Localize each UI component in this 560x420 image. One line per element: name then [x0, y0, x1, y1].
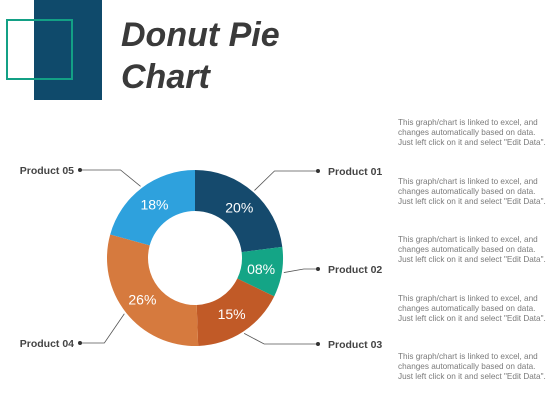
- data-label-product-03: 15%: [218, 306, 246, 322]
- data-label-product-04: 26%: [128, 292, 156, 308]
- description-text: This graph/chart is linked to excel, and…: [398, 352, 546, 382]
- data-label-product-05: 18%: [140, 197, 168, 213]
- donut-slice-product-03: [196, 278, 275, 346]
- donut-slice-product-05: [110, 170, 195, 246]
- description-list: This graph/chart is linked to excel, and…: [398, 118, 550, 411]
- description-text: This graph/chart is linked to excel, and…: [398, 235, 546, 265]
- page-title: Donut Pie Chart: [121, 16, 280, 96]
- data-label-product-01: 20%: [225, 200, 253, 216]
- leader-dot-product-04: [78, 341, 82, 345]
- description-text: This graph/chart is linked to excel, and…: [398, 118, 546, 148]
- decorative-frame: [6, 19, 73, 80]
- donut-slice-product-04: [106, 234, 199, 346]
- leader-dot-product-05: [78, 168, 82, 172]
- leader-dot-product-02: [316, 267, 320, 271]
- donut-slice-product-01: [195, 170, 283, 253]
- leader-line-product-04: [80, 313, 125, 344]
- leader-dot-product-01: [316, 169, 320, 173]
- category-label-product-03: Product 03: [328, 339, 382, 351]
- donut-slice-product-02: [237, 246, 283, 297]
- leader-dot-product-03: [316, 342, 320, 346]
- category-label-product-05: Product 05: [20, 165, 74, 177]
- decorative-block: [34, 0, 102, 100]
- leader-line-product-03: [243, 333, 318, 345]
- category-label-product-02: Product 02: [328, 264, 382, 276]
- leader-line-product-02: [283, 268, 318, 273]
- description-text: This graph/chart is linked to excel, and…: [398, 176, 546, 206]
- category-label-product-01: Product 01: [328, 166, 382, 178]
- leader-line-product-05: [80, 169, 141, 187]
- data-label-product-02: 08%: [247, 261, 275, 277]
- leader-line-product-01: [254, 170, 318, 191]
- category-label-product-04: Product 04: [20, 338, 74, 350]
- description-text: This graph/chart is linked to excel, and…: [398, 293, 546, 323]
